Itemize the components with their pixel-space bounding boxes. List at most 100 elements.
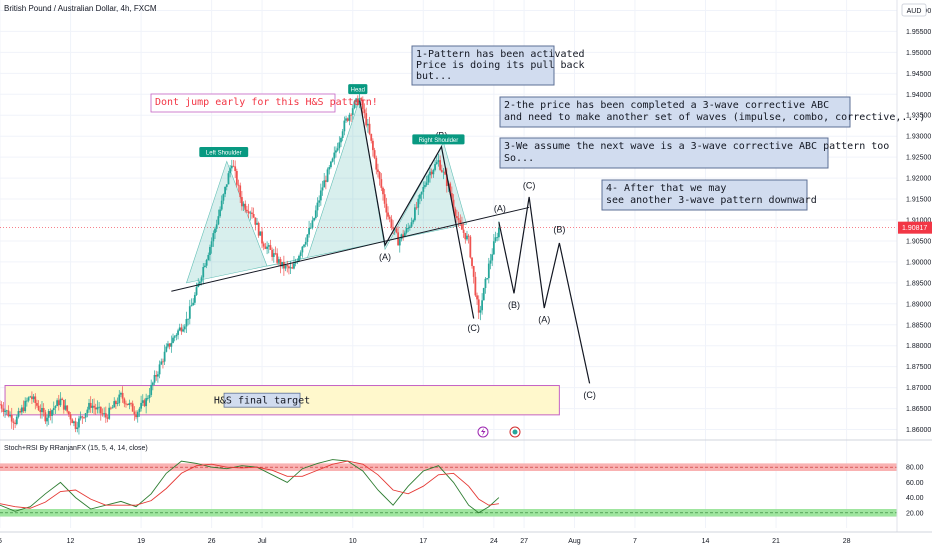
candle-body xyxy=(365,113,368,126)
candle-body xyxy=(0,404,1,406)
candle-body xyxy=(298,255,300,261)
candle-body xyxy=(276,253,279,263)
indicator-scale[interactable]: 80.00 60.00 40.00 20.00 xyxy=(906,465,924,518)
candle-body xyxy=(111,407,114,409)
note-box xyxy=(601,179,808,211)
candle-body xyxy=(133,411,136,415)
candle-body xyxy=(177,330,179,335)
y-tick-label: 1.91000 xyxy=(906,218,931,225)
candle-body xyxy=(414,207,416,221)
candle-body xyxy=(140,402,143,409)
candle-body xyxy=(5,410,8,412)
candle-body xyxy=(476,295,478,300)
y-tick-label: 1.87000 xyxy=(906,385,931,392)
candle-body xyxy=(309,227,312,229)
candle-body xyxy=(170,342,173,347)
candle-body xyxy=(88,402,90,410)
candle-body xyxy=(162,361,164,363)
candle-body xyxy=(259,231,262,236)
candle-body xyxy=(455,216,458,219)
candle-body xyxy=(44,412,47,422)
candle-body xyxy=(69,414,72,420)
candle-body xyxy=(79,416,82,419)
candle-body xyxy=(94,407,97,410)
candle-body xyxy=(271,249,274,257)
candle-body xyxy=(318,200,321,203)
candle-body xyxy=(74,421,77,429)
candle-body xyxy=(479,310,482,313)
candle-body xyxy=(489,260,492,264)
note-line: and need to make another set of waves (i… xyxy=(504,112,925,123)
candle-body xyxy=(155,374,158,377)
candle-body xyxy=(172,337,174,343)
candle-body xyxy=(427,175,430,183)
y-tick-label: 1.91500 xyxy=(906,197,931,204)
candle-body xyxy=(59,398,62,406)
last-price-tag xyxy=(898,221,932,234)
time-scale[interactable]: 5 12 19 26 Jul 10 17 24 27 Aug 7 14 21 28 xyxy=(0,538,851,545)
candle-body xyxy=(405,228,408,233)
candle-body xyxy=(383,194,386,204)
x-tick-label: 19 xyxy=(137,538,145,545)
candle-body xyxy=(336,148,339,151)
candle-body xyxy=(326,169,329,182)
candle-body xyxy=(346,118,349,121)
candle-body xyxy=(36,403,38,406)
candle-body xyxy=(24,400,27,412)
y-tick-label: 1.88000 xyxy=(906,343,931,350)
candle-body xyxy=(442,171,445,173)
note-line: see another 3-wave pattern downward xyxy=(606,195,817,206)
y-tick-label: 1.94000 xyxy=(906,92,931,99)
candle-body xyxy=(324,180,327,182)
candle-body xyxy=(257,222,260,236)
candle-body xyxy=(319,190,322,201)
pattern-tag-box xyxy=(199,146,249,157)
candle-body xyxy=(207,254,210,260)
indicator-label: Stoch+RSI By RRanjanFX (15, 5, 4, 14, cl… xyxy=(4,445,148,452)
candle-body xyxy=(131,403,134,412)
note-line: 2-the price has been completed a 3-wave … xyxy=(504,100,829,111)
candle-body xyxy=(355,98,358,102)
candle-body xyxy=(466,235,468,240)
candle-body xyxy=(424,185,426,187)
candle-body xyxy=(398,239,401,246)
candle-body xyxy=(230,165,233,169)
candle-body xyxy=(407,227,410,229)
candle-body xyxy=(220,200,223,210)
candle-body xyxy=(461,224,463,230)
candle-body xyxy=(254,217,257,225)
candle-body xyxy=(46,417,48,422)
candle-body xyxy=(388,216,391,219)
candle-body xyxy=(138,408,141,413)
candle-body xyxy=(150,384,153,395)
candle-body xyxy=(286,265,289,267)
candle-body xyxy=(229,168,232,174)
candle-body xyxy=(429,171,431,176)
wave-label: (A) xyxy=(538,315,550,325)
pattern-tag-box xyxy=(412,134,465,145)
indicator-tick-label: 80.00 xyxy=(906,465,924,472)
candle-body xyxy=(185,318,188,327)
lightning-glyph-icon xyxy=(481,428,486,436)
note-box xyxy=(411,45,555,86)
candle-body xyxy=(299,252,302,256)
y-tick-label: 1.95000 xyxy=(906,50,931,57)
wave-projection xyxy=(498,196,591,384)
candle-body xyxy=(37,405,40,411)
candle-body xyxy=(430,171,433,175)
candle-body xyxy=(200,277,203,282)
candle-body xyxy=(281,261,284,267)
candle-body xyxy=(266,246,268,249)
candle-body xyxy=(67,411,70,415)
candle-body xyxy=(264,246,267,249)
candle-body xyxy=(482,288,485,301)
pattern-tag-box xyxy=(348,84,368,95)
candle-body xyxy=(487,263,490,279)
candle-body xyxy=(445,174,448,186)
candle-body xyxy=(165,346,168,352)
currency-badge[interactable] xyxy=(901,3,927,17)
candle-body xyxy=(103,413,106,415)
candle-body xyxy=(247,211,250,214)
candle-body xyxy=(269,245,272,250)
